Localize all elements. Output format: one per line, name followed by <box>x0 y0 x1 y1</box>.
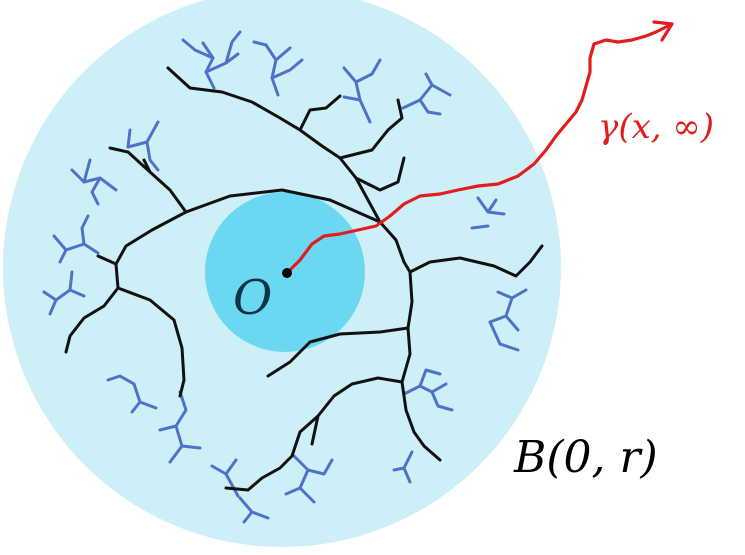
origin-label: O <box>233 270 272 326</box>
black-tree <box>64 66 544 492</box>
blue-branches <box>42 30 528 524</box>
path-arrowhead-icon <box>652 20 674 42</box>
red-path-group <box>286 24 670 274</box>
ball-label: B(0, r) <box>513 432 658 483</box>
path-label: γ(x, ∞) <box>598 107 714 147</box>
red-path <box>286 24 670 274</box>
origin-point-icon <box>282 268 292 278</box>
